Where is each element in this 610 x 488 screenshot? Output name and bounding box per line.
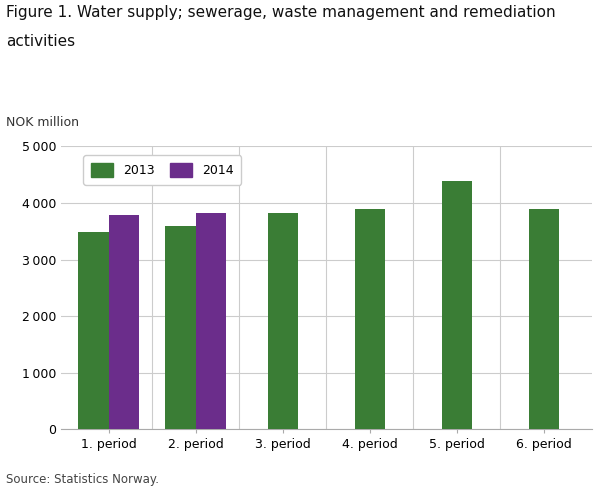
Bar <box>196 213 226 429</box>
Bar <box>79 232 109 429</box>
Bar <box>268 213 298 429</box>
Legend: 2013, 2014: 2013, 2014 <box>83 156 242 185</box>
Text: Figure 1. Water supply; sewerage, waste management and remediation: Figure 1. Water supply; sewerage, waste … <box>6 5 556 20</box>
Bar <box>109 216 139 429</box>
Bar <box>165 225 196 429</box>
Text: Source: Statistics Norway.: Source: Statistics Norway. <box>6 472 159 486</box>
Bar <box>442 182 472 429</box>
Text: activities: activities <box>6 34 75 49</box>
Bar <box>529 209 559 429</box>
Bar <box>354 209 385 429</box>
Text: NOK million: NOK million <box>6 116 79 129</box>
